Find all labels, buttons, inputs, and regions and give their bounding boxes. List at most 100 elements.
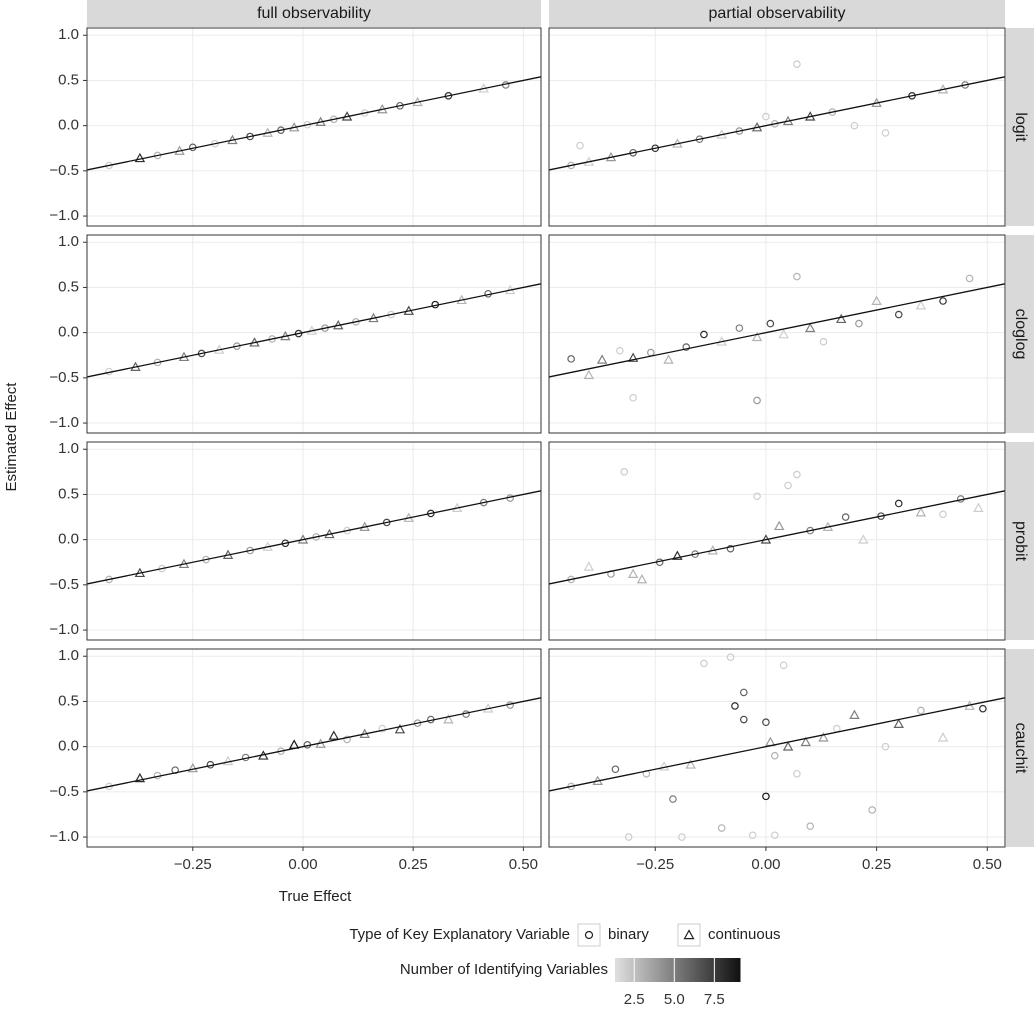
x-tick-label: 0.50 <box>973 856 1002 873</box>
x-tick-label: 0.50 <box>509 856 538 873</box>
triangle-point <box>443 714 454 724</box>
colorbar-segment <box>637 958 641 982</box>
triangle-point <box>835 313 847 324</box>
circle-point <box>881 742 890 751</box>
y-tick-label: 0.0 <box>58 531 79 548</box>
legend-symbol <box>584 930 594 940</box>
colorbar-segment <box>720 958 723 982</box>
legend-symbol <box>683 929 695 940</box>
circle-point <box>731 702 739 710</box>
colorbar-segment <box>625 958 628 982</box>
colorbar-segment <box>652 958 656 982</box>
panel-background <box>87 649 541 847</box>
colorbar-segment <box>677 958 681 982</box>
colorbar-segment <box>622 958 626 982</box>
circle-point <box>700 659 708 668</box>
colorbar-segment <box>650 958 653 982</box>
triangle-point <box>915 300 927 310</box>
colorbar-segment <box>715 958 718 982</box>
reference-line <box>86 283 542 378</box>
triangle-point <box>328 730 340 740</box>
y-tick-label: −0.5 <box>49 576 79 593</box>
colorbar-segment <box>735 958 738 982</box>
colorbar-segment <box>675 958 678 982</box>
circle-point <box>748 831 757 840</box>
triangle-point <box>627 568 639 578</box>
y-tick-label: −1.0 <box>49 621 79 638</box>
legend-label: binary <box>608 926 649 943</box>
reference-line <box>548 76 1006 171</box>
panel-background <box>549 649 1005 847</box>
triangle-point <box>222 755 234 766</box>
triangle-point <box>134 152 146 163</box>
circle-point <box>762 112 770 121</box>
triangle-point <box>937 732 949 742</box>
circle-point <box>766 319 775 328</box>
triangle-point <box>596 354 608 364</box>
circle-point <box>629 393 637 402</box>
row-strip-label: probit <box>1012 521 1029 562</box>
y-tick-label: 1.0 <box>58 233 79 250</box>
circle-point <box>779 661 788 670</box>
circle-point <box>770 751 779 760</box>
circle-point <box>669 795 677 803</box>
colorbar-tick-label: 7.5 <box>704 991 725 1008</box>
row-strip-label: cloglog <box>1012 309 1029 360</box>
triangle-point <box>849 709 860 719</box>
reference-line <box>86 697 542 792</box>
triangle-point <box>636 573 648 584</box>
y-tick-label: −0.5 <box>49 369 79 386</box>
circle-point <box>682 343 691 351</box>
colorbar-segment <box>657 958 661 982</box>
colorbar-segment <box>692 958 696 982</box>
colorbar-segment <box>710 958 713 982</box>
panel <box>548 441 1006 641</box>
reference-line <box>86 76 542 171</box>
colorbar-segment <box>707 958 711 982</box>
circle-point <box>616 346 624 355</box>
y-tick-label: 1.0 <box>58 440 79 457</box>
panel-border <box>86 27 542 227</box>
panel-border <box>86 648 542 848</box>
colorbar-segment <box>665 958 668 982</box>
circle-point <box>979 704 987 713</box>
colorbar-segment <box>645 958 648 982</box>
panel <box>83 441 542 641</box>
y-tick-label: 0.5 <box>58 71 79 88</box>
colorbar-segment <box>617 958 621 982</box>
circle-point <box>868 806 876 814</box>
panel-border <box>548 27 1006 227</box>
x-axis-label: True Effect <box>279 888 352 905</box>
panel <box>548 648 1006 851</box>
panel-border <box>548 234 1006 434</box>
y-tick-label: 0.0 <box>58 117 79 134</box>
panel-border <box>548 648 1006 848</box>
circle-point <box>753 396 761 405</box>
colorbar-segment <box>647 958 651 982</box>
colorbar-segment <box>660 958 663 982</box>
circle-point <box>717 824 726 832</box>
circle-point <box>567 355 575 363</box>
y-tick-label: −1.0 <box>49 828 79 845</box>
circle-point <box>726 653 735 661</box>
column-strip <box>549 0 1005 27</box>
circle-point <box>762 792 770 801</box>
triangle-point <box>663 354 674 364</box>
colorbar-segment <box>680 958 683 982</box>
colorbar-segment <box>697 958 701 982</box>
colorbar-segment <box>722 958 726 982</box>
circle-point <box>700 330 708 339</box>
reference-line <box>548 490 1006 585</box>
panel <box>83 27 542 227</box>
triangle-point <box>751 331 763 342</box>
colorbar-segment <box>702 958 706 982</box>
row-strip-label: cauchit <box>1012 723 1029 774</box>
triangle-point <box>583 369 595 380</box>
y-tick-label: −1.0 <box>49 207 79 224</box>
circle-point <box>739 715 748 724</box>
colorbar-segment <box>695 958 698 982</box>
row-strip <box>1006 28 1034 226</box>
panel <box>83 648 542 851</box>
y-tick-label: −0.5 <box>49 162 79 179</box>
